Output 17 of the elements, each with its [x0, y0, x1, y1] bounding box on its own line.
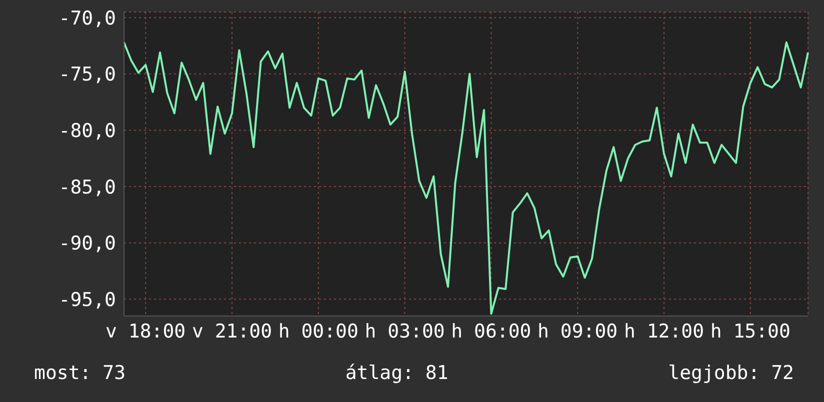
text: átlag: 81: [345, 362, 448, 384]
x-tick-label: h 03:00: [364, 320, 445, 342]
x-tick-label: h 06:00: [451, 320, 532, 342]
x-tick-label: h 15:00: [710, 320, 790, 342]
text: legjobb: 72: [668, 362, 794, 384]
x-tick-label: h 12:00: [624, 320, 704, 342]
x-tick-label: v 21:00: [192, 320, 272, 342]
y-tick-label: -95,0: [58, 288, 116, 311]
x-tick-label: h 09:00: [538, 320, 618, 342]
text: most: 73: [34, 362, 126, 384]
y-tick-label: -90,0: [58, 232, 116, 255]
y-tick-label: -75,0: [58, 64, 116, 86]
y-tick-label: -70,0: [58, 7, 116, 30]
y-tick-label: -85,0: [58, 176, 116, 198]
x-tick-label: h 00:00: [278, 320, 358, 342]
x-tick-label: v 18:00: [106, 320, 186, 342]
y-tick-label: -80,0: [58, 120, 116, 142]
